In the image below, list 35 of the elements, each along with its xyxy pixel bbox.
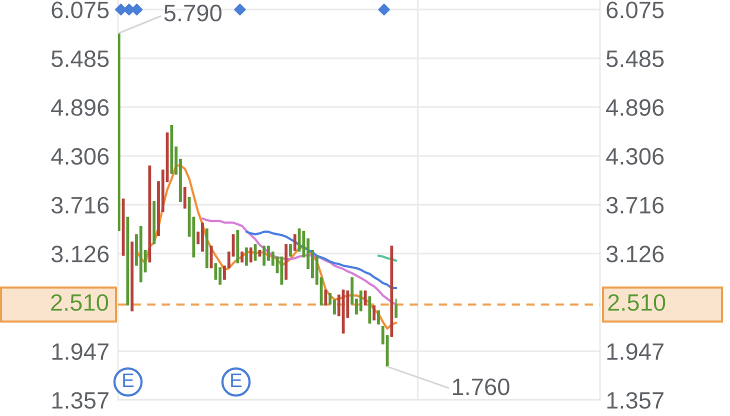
annotation: 5.790 [164,4,222,22]
y2-tick-label: 5.485 [606,50,664,68]
ref-line-label: 2.510 [608,294,666,311]
y-tick-label: 3.126 [51,246,109,262]
annotation: E [123,374,134,388]
y2-tick-label: 4.306 [606,148,664,165]
y2-tick-label: 1.947 [607,343,664,360]
candlestick [249,246,252,264]
y2-tick-label: 3.126 [606,246,664,262]
line-series [135,164,398,330]
y-tick-label: 4.896 [51,99,109,116]
text: 1.760 [452,378,510,396]
annotation: E [231,374,242,388]
y2-tick-label: 1.357 [607,392,664,409]
candlestick [293,234,296,252]
candlestick [254,243,257,262]
y-tick-label: 4.306 [51,148,109,165]
y-tick-label: 6.075 [52,2,109,18]
candlestick [214,262,218,280]
y-tick-label: 5.485 [52,50,109,68]
candlestick [364,290,367,306]
candlestick [240,250,244,264]
candlestick [183,186,186,210]
y2-tick-label: 6.075 [606,2,664,18]
text: 2.510 [51,294,108,311]
candlestick [359,290,362,312]
y-tick-label: 1.947 [52,343,108,360]
candlestick [394,298,398,319]
candlestick [372,304,376,321]
line-series [245,230,398,290]
y-tick-label: 3.716 [51,196,109,214]
y2-tick-label: 3.716 [606,196,664,214]
y-tick-label: 1.357 [52,392,108,409]
candlestick [324,288,328,306]
y2-tick-label: 4.896 [606,99,664,116]
